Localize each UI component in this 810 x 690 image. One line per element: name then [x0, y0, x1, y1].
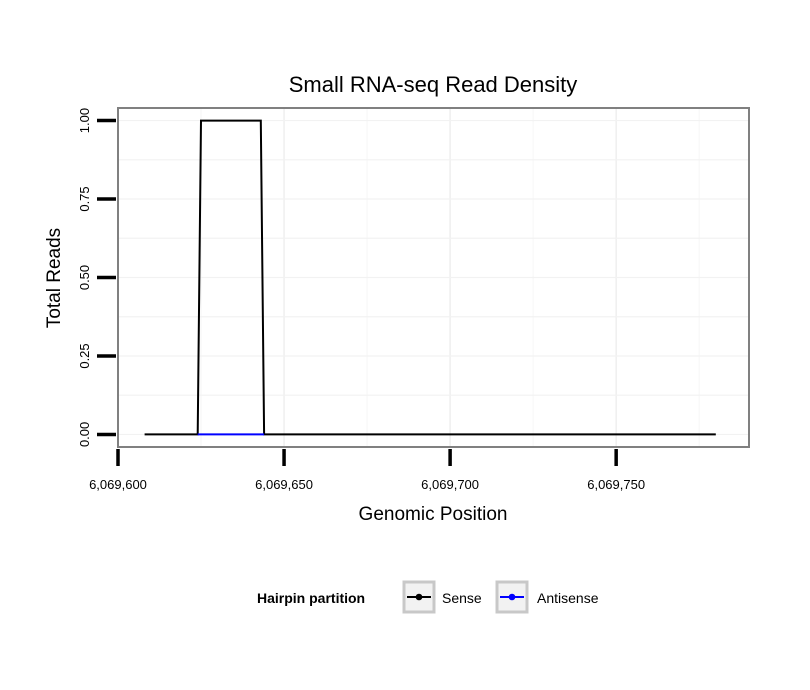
y-axis-title: Total Reads [44, 228, 65, 328]
chart-title: Small RNA-seq Read Density [289, 72, 578, 97]
y-tick-label: 1.00 [77, 108, 92, 133]
y-axis: 0.00 0.25 0.50 0.75 1.00 [77, 108, 116, 447]
x-tick-label: 6,069,650 [255, 477, 313, 492]
legend: Hairpin partition Sense Antisense [257, 580, 599, 614]
x-tick-label: 6,069,700 [421, 477, 479, 492]
y-tick-label: 0.50 [77, 265, 92, 290]
x-axis-title: Genomic Position [359, 504, 508, 525]
legend-label-sense: Sense [442, 590, 482, 606]
x-tick-label: 6,069,750 [587, 477, 645, 492]
y-tick-label: 0.75 [77, 186, 92, 211]
legend-label-antisense: Antisense [537, 590, 599, 606]
series-line-sense [144, 119, 716, 436]
y-tick-label: 0.25 [77, 343, 92, 368]
series-layer [144, 119, 716, 436]
legend-key-antisense-dot [508, 593, 516, 601]
plot-panel [117, 107, 750, 448]
legend-title: Hairpin partition [257, 590, 365, 606]
grid [118, 108, 749, 447]
legend-key-sense-dot [415, 593, 423, 601]
y-tick-label: 0.00 [77, 422, 92, 447]
x-axis: 6,069,600 6,069,650 6,069,700 6,069,750 [89, 449, 645, 492]
legend-key-antisense [495, 580, 529, 614]
x-tick-label: 6,069,600 [89, 477, 147, 492]
